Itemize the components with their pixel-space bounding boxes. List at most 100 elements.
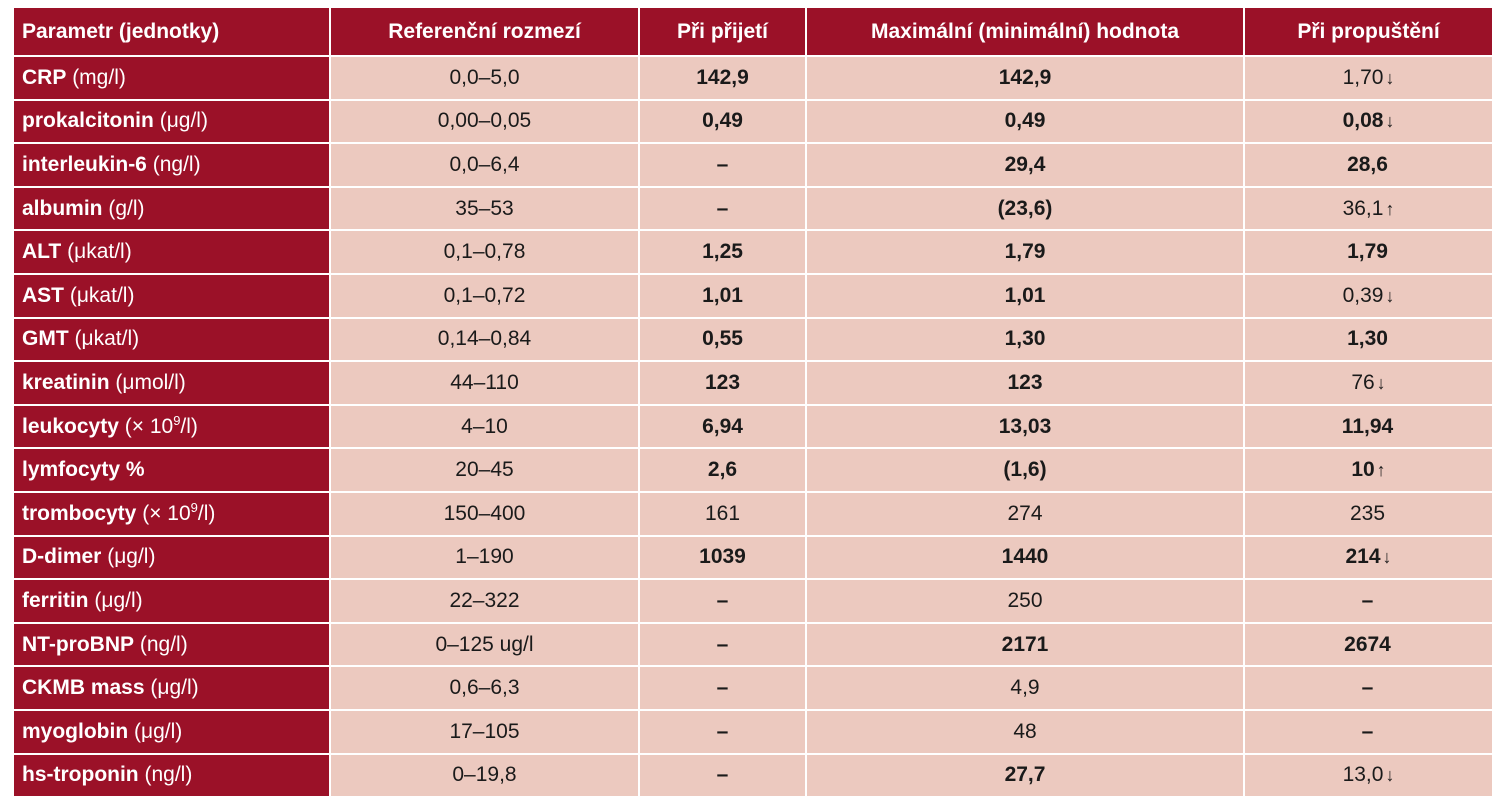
max-min-value: 1,30 (1004, 327, 1046, 351)
table-row: ferritin (μg/l) 22–322 – 250 – (12, 578, 1494, 624)
admission-cell: 123 (638, 360, 807, 406)
trend-arrow-icon: ↓ (1385, 111, 1395, 132)
trend-arrow-icon: ↓ (1385, 765, 1395, 786)
admission-value: – (716, 676, 729, 700)
parameter-name: CKMB mass (22, 676, 145, 700)
parameter-cell: hs-troponin (ng/l) (12, 752, 331, 799)
parameter-unit: (μmol/l) (115, 370, 186, 394)
reference-range-value: 0,1–0,78 (443, 240, 526, 264)
parameter-name: trombocyty (22, 501, 137, 525)
max-min-value: 29,4 (1004, 152, 1046, 176)
parameter-cell: ferritin (μg/l) (12, 578, 331, 624)
admission-cell: – (638, 665, 807, 711)
table-body: CRP (mg/l) 0,0–5,0 142,9 142,9 1,70 ↓ pro… (12, 55, 1494, 799)
reference-range-cell: 0,00–0,05 (329, 98, 640, 145)
max-min-cell: 1,79 (805, 229, 1245, 275)
discharge-value: 10 (1351, 458, 1375, 482)
admission-cell: 142,9 (638, 55, 807, 101)
parameter-cell: kreatinin (μmol/l) (12, 360, 331, 406)
table-row: myoglobin (μg/l) 17–105 – 48 – (12, 708, 1494, 755)
admission-cell: 161 (638, 490, 807, 537)
admission-cell: – (638, 621, 807, 668)
max-min-value: 48 (1013, 719, 1037, 743)
table-row: D-dimer (μg/l) 1–190 1039 1440 214 ↓ (12, 534, 1494, 581)
reference-range-value: 0,0–6,4 (449, 152, 520, 176)
reference-range-cell: 4–10 (329, 403, 640, 450)
admission-value: – (716, 588, 729, 612)
parameter-unit: (ng/l) (139, 632, 188, 656)
admission-cell: – (638, 578, 807, 624)
admission-cell: – (638, 752, 807, 799)
admission-value: – (716, 632, 729, 656)
discharge-value: 0,08 (1342, 109, 1384, 133)
discharge-value: – (1361, 719, 1374, 743)
reference-range-cell: 0,1–0,72 (329, 272, 640, 319)
reference-range-cell: 20–45 (329, 447, 640, 493)
discharge-value: 1,70 (1342, 65, 1384, 89)
parameter-unit: (ng/l) (152, 152, 201, 176)
max-min-value: (1,6) (1003, 458, 1047, 482)
max-min-value: 123 (1007, 370, 1043, 394)
admission-value: 142,9 (696, 65, 749, 89)
max-min-value: 1,79 (1004, 240, 1046, 264)
discharge-value: 1,79 (1347, 240, 1388, 264)
header-reference-range: Referenční rozmezí (329, 6, 640, 57)
max-min-value: 142,9 (998, 65, 1052, 89)
parameter-unit-suffix: /l) (180, 414, 198, 438)
reference-range-value: 0,14–0,84 (437, 327, 532, 351)
admission-value: 123 (704, 370, 741, 394)
reference-range-cell: 17–105 (329, 708, 640, 755)
parameter-cell: NT-proBNP (ng/l) (12, 621, 331, 668)
table-row: lymfocyty % 20–45 2,6 (1,6) 10 ↑ (12, 447, 1494, 493)
parameter-name: lymfocyty % (22, 458, 145, 482)
admission-cell: – (638, 142, 807, 188)
discharge-cell: 0,39 ↓ (1243, 272, 1494, 319)
table-row: leukocyty (× 109/l) 4–10 6,94 13,03 11,9… (12, 403, 1494, 450)
discharge-cell: 28,6 (1243, 142, 1494, 188)
reference-range-value: 35–53 (455, 196, 514, 220)
unit-exponent: 9 (190, 499, 198, 515)
reference-range-value: 0,1–0,72 (443, 283, 526, 307)
parameter-name: CRP (22, 65, 67, 89)
discharge-cell: 1,30 (1243, 316, 1494, 363)
discharge-cell: 1,79 (1243, 229, 1494, 275)
admission-value: 1039 (699, 545, 746, 569)
max-min-value: 2171 (1001, 632, 1049, 656)
reference-range-value: 4–10 (461, 414, 508, 438)
admission-cell: 2,6 (638, 447, 807, 493)
reference-range-cell: 0,1–0,78 (329, 229, 640, 275)
parameter-name: NT-proBNP (22, 632, 134, 656)
parameter-name: ALT (22, 240, 62, 264)
reference-range-cell: 0,14–0,84 (329, 316, 640, 363)
admission-value: 161 (704, 501, 741, 525)
parameter-unit: (ng/l) (144, 763, 193, 787)
discharge-value: 214 (1345, 545, 1381, 569)
trend-arrow-icon: ↓ (1385, 67, 1395, 88)
max-min-value: 1440 (1001, 545, 1049, 569)
discharge-value: 76 (1351, 370, 1375, 394)
table-row: ALT (μkat/l) 0,1–0,78 1,25 1,79 1,79 (12, 229, 1494, 275)
header-max-min-value: Maximální (minimální) hodnota (805, 6, 1245, 57)
parameter-name: prokalcitonin (22, 109, 154, 133)
admission-cell: 0,49 (638, 98, 807, 145)
lab-results-table: Parametr (jednotky) Referenční rozmezí P… (12, 6, 1494, 799)
parameter-cell: CRP (mg/l) (12, 55, 331, 101)
reference-range-value: 0,6–6,3 (449, 676, 520, 700)
discharge-cell: 10 ↑ (1243, 447, 1494, 493)
reference-range-cell: 22–322 (329, 578, 640, 624)
max-min-cell: 0,49 (805, 98, 1245, 145)
max-min-value: 13,03 (998, 414, 1052, 438)
reference-range-cell: 0,6–6,3 (329, 665, 640, 711)
admission-value: – (716, 763, 729, 787)
parameter-cell: interleukin-6 (ng/l) (12, 142, 331, 188)
max-min-cell: 48 (805, 708, 1245, 755)
parameter-unit: (μg/l) (159, 109, 208, 133)
table-row: prokalcitonin (μg/l) 0,00–0,05 0,49 0,49… (12, 98, 1494, 145)
reference-range-value: 0,0–5,0 (449, 65, 520, 89)
parameter-cell: trombocyty (× 109/l) (12, 490, 331, 537)
admission-value: – (716, 152, 729, 176)
max-min-cell: 274 (805, 490, 1245, 537)
discharge-value: 235 (1349, 501, 1386, 525)
table-row: interleukin-6 (ng/l) 0,0–6,4 – 29,4 28,6 (12, 142, 1494, 188)
reference-range-value: 44–110 (450, 370, 519, 394)
